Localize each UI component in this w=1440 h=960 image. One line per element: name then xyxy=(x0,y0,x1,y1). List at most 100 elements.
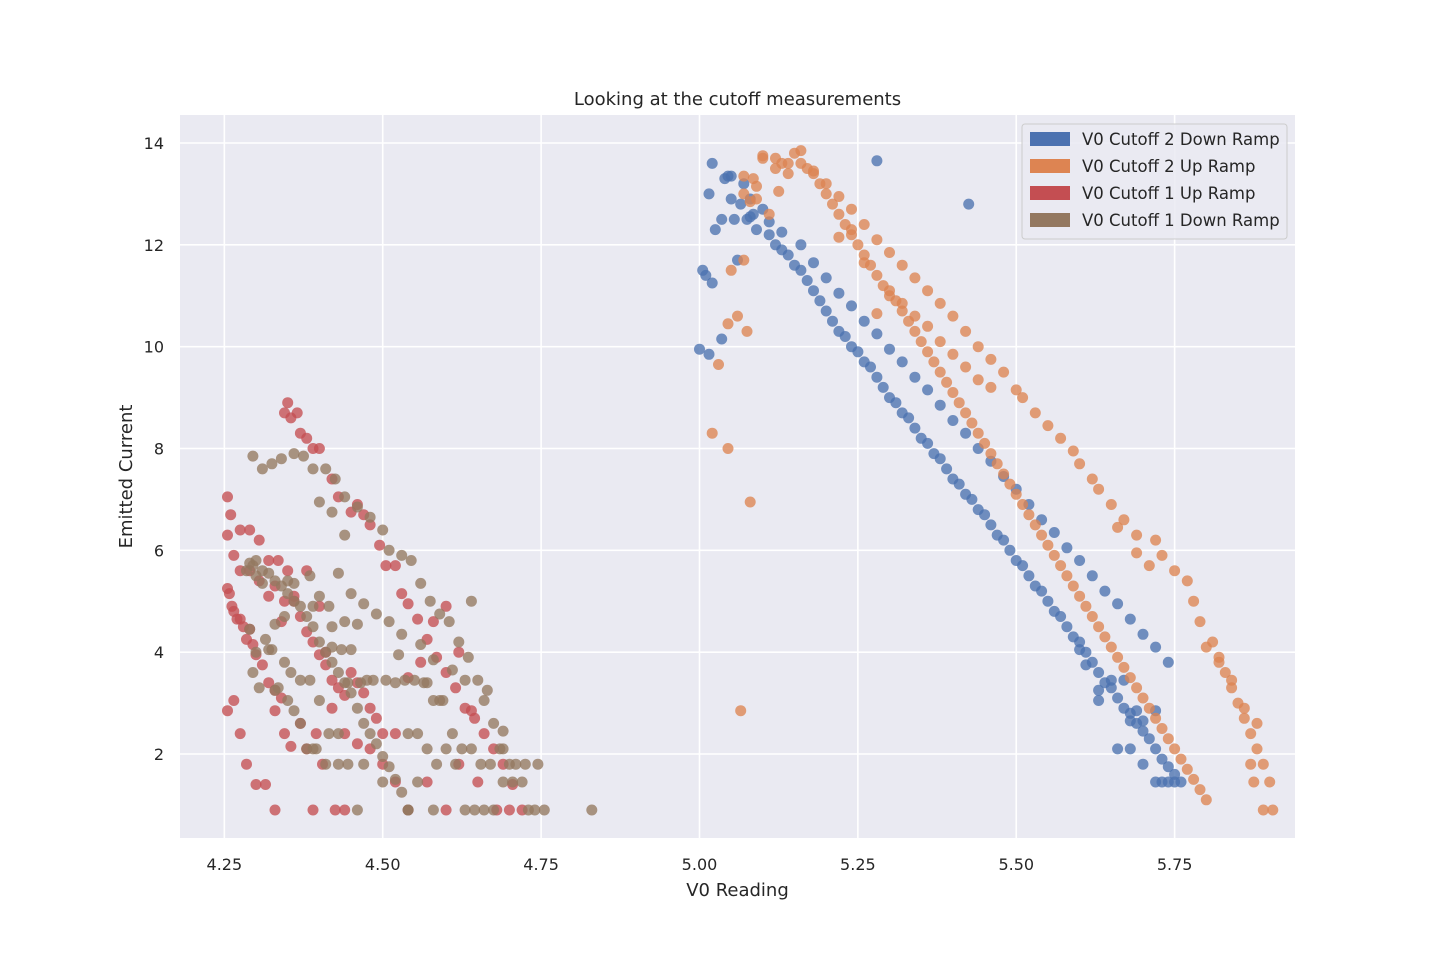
data-point xyxy=(415,577,427,589)
data-point xyxy=(947,415,959,426)
data-point xyxy=(1036,529,1048,541)
data-point xyxy=(310,743,322,755)
data-point xyxy=(1143,702,1155,714)
data-point xyxy=(396,549,408,561)
legend-swatch xyxy=(1030,213,1070,227)
data-point xyxy=(434,608,446,620)
data-point xyxy=(979,509,991,521)
data-point xyxy=(827,315,838,327)
data-point xyxy=(1042,420,1054,432)
data-point xyxy=(1042,539,1054,551)
data-point xyxy=(345,644,357,656)
data-point xyxy=(1137,628,1149,640)
data-point xyxy=(1080,600,1092,612)
data-point xyxy=(412,776,424,788)
data-point xyxy=(405,555,417,566)
data-point xyxy=(1156,753,1168,765)
data-point xyxy=(263,644,275,656)
data-point xyxy=(934,399,946,411)
data-point xyxy=(1093,667,1105,678)
data-point xyxy=(1105,499,1117,510)
data-point xyxy=(694,343,705,355)
data-point xyxy=(326,641,338,653)
data-point xyxy=(364,511,376,523)
data-point xyxy=(503,804,515,816)
data-point xyxy=(1004,478,1016,490)
data-point xyxy=(795,145,807,157)
data-point xyxy=(1181,763,1193,775)
data-point xyxy=(1267,804,1279,816)
data-point xyxy=(941,376,953,388)
data-point xyxy=(1029,519,1041,531)
data-point xyxy=(393,649,405,661)
data-point xyxy=(795,264,807,276)
data-point xyxy=(408,674,420,686)
data-point xyxy=(998,468,1010,480)
data-point xyxy=(1169,565,1181,577)
data-point xyxy=(744,496,756,508)
data-point xyxy=(1137,692,1149,704)
data-point xyxy=(383,616,395,628)
data-point xyxy=(896,305,908,317)
data-point xyxy=(396,628,408,640)
data-point xyxy=(776,226,788,238)
chart-title: Looking at the cutoff measurements xyxy=(574,89,901,110)
data-point xyxy=(706,277,718,289)
data-point xyxy=(450,758,462,770)
data-point xyxy=(744,211,756,223)
data-point xyxy=(922,346,934,358)
data-point xyxy=(304,674,316,686)
data-point xyxy=(1112,692,1124,704)
data-point xyxy=(998,366,1010,378)
data-point xyxy=(225,509,237,521)
data-point xyxy=(852,346,864,358)
data-point xyxy=(358,717,370,729)
data-point xyxy=(253,534,265,546)
data-point xyxy=(241,565,252,577)
data-point xyxy=(985,381,997,393)
data-point xyxy=(1162,656,1174,668)
data-point xyxy=(1112,521,1124,533)
data-point xyxy=(351,618,363,630)
data-point xyxy=(440,804,452,816)
data-point xyxy=(865,361,876,373)
x-tick-label: 4.25 xyxy=(207,855,243,874)
data-point xyxy=(339,529,351,541)
data-point xyxy=(383,544,395,556)
data-point xyxy=(370,738,382,750)
data-point xyxy=(342,677,354,689)
data-point xyxy=(332,758,344,770)
data-point xyxy=(222,705,233,717)
data-point xyxy=(383,761,395,773)
y-axis-label: Emitted Current xyxy=(116,405,137,549)
data-point xyxy=(979,437,991,449)
data-point xyxy=(494,743,506,755)
data-point xyxy=(833,191,845,202)
data-point xyxy=(833,208,845,220)
data-point xyxy=(488,717,500,729)
data-point xyxy=(1055,432,1067,444)
x-tick-label: 5.75 xyxy=(1157,855,1193,874)
data-point xyxy=(1055,560,1067,572)
data-point xyxy=(706,157,718,169)
data-point xyxy=(1067,445,1079,457)
data-point xyxy=(972,341,984,353)
legend-box xyxy=(1021,123,1288,240)
data-point xyxy=(1257,758,1269,770)
x-axis-label: V0 Reading xyxy=(686,880,789,901)
data-point xyxy=(1112,598,1124,610)
data-point xyxy=(1074,555,1086,566)
data-point xyxy=(250,646,262,658)
data-point xyxy=(960,325,972,337)
data-point xyxy=(820,305,832,317)
data-point xyxy=(922,384,934,396)
data-point xyxy=(985,353,997,365)
data-point xyxy=(1150,743,1162,755)
data-point xyxy=(440,743,452,755)
series-1 xyxy=(706,145,1279,816)
data-point xyxy=(427,804,439,816)
data-point xyxy=(450,682,462,694)
data-point xyxy=(947,310,959,322)
data-point xyxy=(903,412,915,424)
data-point xyxy=(288,705,300,717)
